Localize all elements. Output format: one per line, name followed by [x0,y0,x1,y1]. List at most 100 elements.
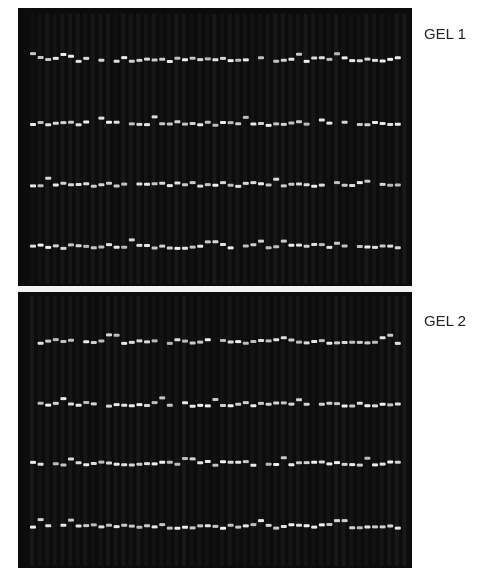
band [68,243,74,246]
band [197,245,203,248]
band [220,181,226,184]
band [83,463,89,466]
band [174,463,180,466]
band [357,402,363,405]
band [68,55,74,58]
band [288,122,294,125]
band [83,182,89,185]
band [395,342,401,345]
band [319,184,325,187]
band [45,177,51,180]
band [281,184,287,187]
lane-streak [98,14,102,284]
band [197,58,203,61]
band [30,245,36,248]
band [273,402,279,405]
band [83,57,89,60]
band [342,405,348,408]
band [182,457,188,460]
band [364,457,370,460]
band [212,398,218,401]
band [357,464,363,467]
lane-streak [167,296,171,566]
band [106,524,112,527]
band [364,246,370,249]
band [281,525,287,528]
band [129,60,135,63]
band [228,341,234,344]
lane-streak [372,14,376,284]
band [235,403,241,406]
band [76,461,82,464]
band [38,463,44,466]
band [395,246,401,249]
lane-streak [357,14,361,284]
band [205,460,211,463]
band [45,340,51,343]
band [60,524,66,527]
band [380,336,386,339]
band [91,185,97,188]
band [38,342,44,345]
band [83,524,89,527]
band [38,121,44,124]
band [273,178,279,181]
band [380,403,386,406]
band [220,121,226,124]
band [266,339,272,342]
band [349,59,355,62]
band [45,58,51,61]
band [91,246,97,249]
lane-streak [197,14,201,284]
band [114,121,120,124]
band [326,523,332,526]
band [114,246,120,249]
band [304,461,310,464]
band [349,341,355,344]
band [266,463,272,466]
band [372,404,378,407]
band [250,123,256,126]
band [380,245,386,248]
lane-streak [205,14,209,284]
band [304,524,310,527]
band [167,123,173,126]
lane-streak [212,14,216,284]
band [281,123,287,126]
band [114,525,120,528]
band [144,340,150,343]
band [357,341,363,344]
band [129,238,135,241]
band [38,402,44,405]
band [288,58,294,61]
band [114,463,120,466]
band [91,462,97,465]
band [243,460,249,463]
band [190,57,196,60]
band [182,526,188,529]
band [387,184,393,187]
page: {"gels": [{"label": "GEL 1"}, {"label": … [0,0,483,572]
band [288,463,294,466]
band [106,333,112,336]
band [197,524,203,527]
band [182,123,188,126]
band [311,526,317,529]
band [212,184,218,187]
band [136,403,142,406]
band [380,525,386,528]
band [152,401,158,404]
band [342,121,348,124]
lane-streak [311,296,315,566]
band [60,340,66,343]
band [235,122,241,125]
band [76,60,82,63]
band [364,123,370,126]
band [258,122,264,125]
band [91,523,97,526]
band [60,53,66,56]
lane-streak [349,296,353,566]
band [159,461,165,464]
lane-streak [387,14,391,284]
band [167,527,173,530]
